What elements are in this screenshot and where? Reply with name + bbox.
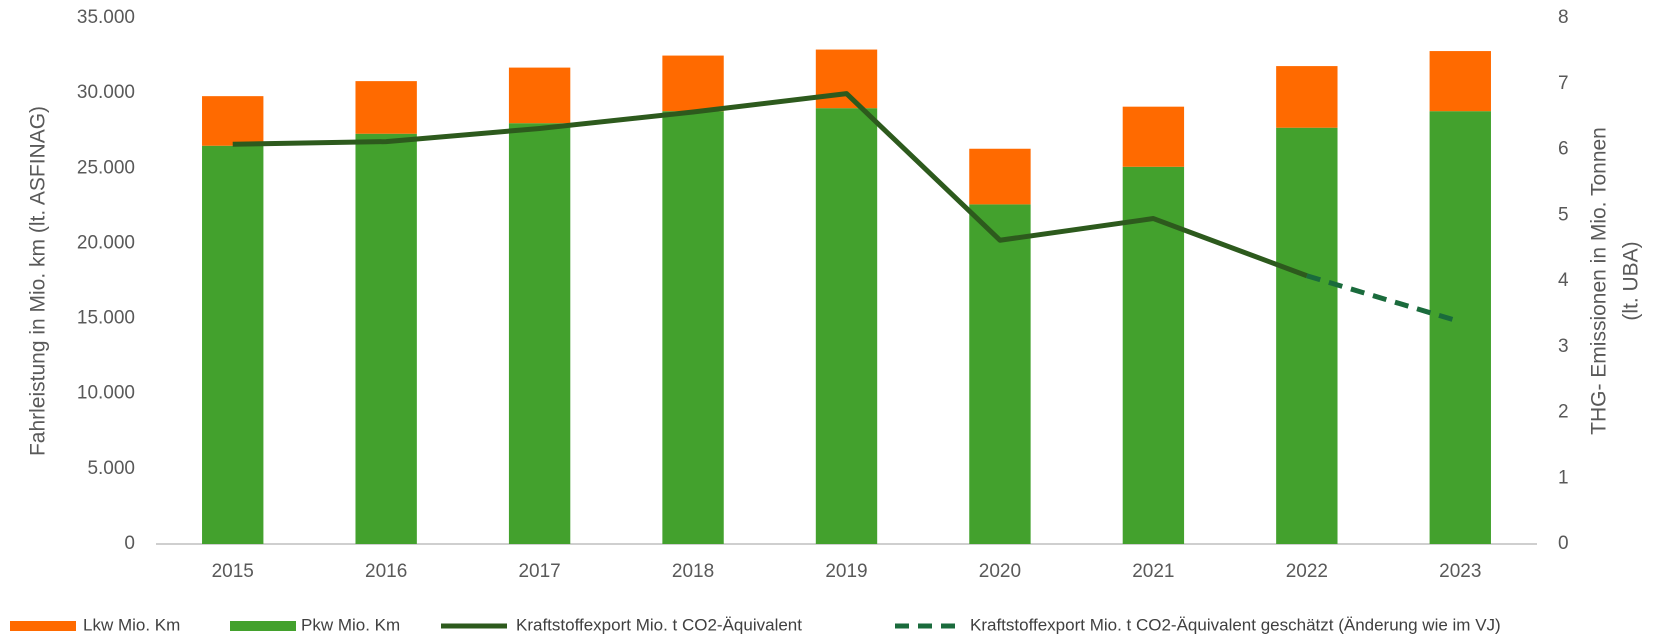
bar-segment [355, 81, 417, 134]
x-tick-label: 2018 [672, 561, 714, 582]
bar-segment [1429, 111, 1491, 545]
x-tick-label: 2022 [1286, 561, 1328, 582]
bar-segment [508, 123, 571, 544]
y-tick-label: 25.000 [77, 157, 135, 178]
y2-tick-label: 3 [1558, 336, 1569, 357]
legend-label: Lkw Mio. Km [83, 615, 180, 634]
y-tick-label: 5.000 [87, 458, 135, 479]
legend-label: Pkw Mio. Km [301, 615, 400, 634]
legend-label: Kraftstoffexport Mio. t CO2-Äquivalent g… [970, 615, 1501, 634]
x-tick-label: 2019 [825, 561, 867, 582]
y-tick-label: 35.000 [77, 7, 135, 28]
bar-segment [969, 204, 1031, 544]
bar-segment [1276, 66, 1338, 128]
y2-tick-label: 4 [1558, 270, 1569, 291]
bar-segment [1122, 166, 1185, 545]
y2-tick-label: 8 [1558, 7, 1569, 28]
legend-label: Kraftstoffexport Mio. t CO2-Äquivalent [516, 615, 802, 634]
legend-swatch [10, 621, 76, 631]
y-axis-title: Fahrleistung in Mio. km (lt. ASFINAG) [27, 106, 50, 456]
bar-segment [202, 145, 264, 544]
y2-axis-title: (lt. UBA) [1620, 241, 1643, 320]
y-tick-label: 10.000 [77, 383, 135, 404]
bar-segment [815, 108, 878, 545]
bar-segment [1429, 51, 1491, 112]
bar-segment [355, 133, 417, 544]
y2-tick-label: 5 [1558, 204, 1569, 225]
x-tick-label: 2017 [518, 561, 560, 582]
line-series [1306, 273, 1461, 325]
bar-segment [508, 67, 571, 124]
y2-axis-title: THG- Emissionen in Mio. Tonnen [1588, 127, 1611, 435]
y-tick-label: 15.000 [77, 308, 135, 329]
y2-tick-label: 6 [1558, 139, 1569, 160]
x-tick-label: 2020 [979, 561, 1021, 582]
line-series [232, 91, 1308, 279]
y2-tick-label: 2 [1558, 402, 1569, 423]
bar-segment [969, 148, 1031, 205]
bar-segment [202, 96, 264, 146]
y2-tick-label: 7 [1558, 73, 1569, 94]
x-tick-label: 2023 [1439, 561, 1481, 582]
x-tick-label: 2021 [1132, 561, 1174, 582]
bar-segment [662, 111, 724, 545]
bar-segment [1122, 106, 1185, 167]
x-tick-label: 2016 [365, 561, 407, 582]
bar-segment [662, 55, 724, 112]
y-tick-label: 20.000 [77, 232, 135, 253]
y2-tick-label: 1 [1558, 467, 1569, 488]
y2-tick-label: 0 [1558, 533, 1569, 554]
bar-segment [1276, 127, 1338, 545]
legend-swatch [230, 621, 296, 631]
bar-segment [815, 49, 878, 109]
y-tick-label: 0 [124, 533, 135, 554]
y-tick-label: 30.000 [77, 82, 135, 103]
x-tick-label: 2015 [212, 561, 254, 582]
